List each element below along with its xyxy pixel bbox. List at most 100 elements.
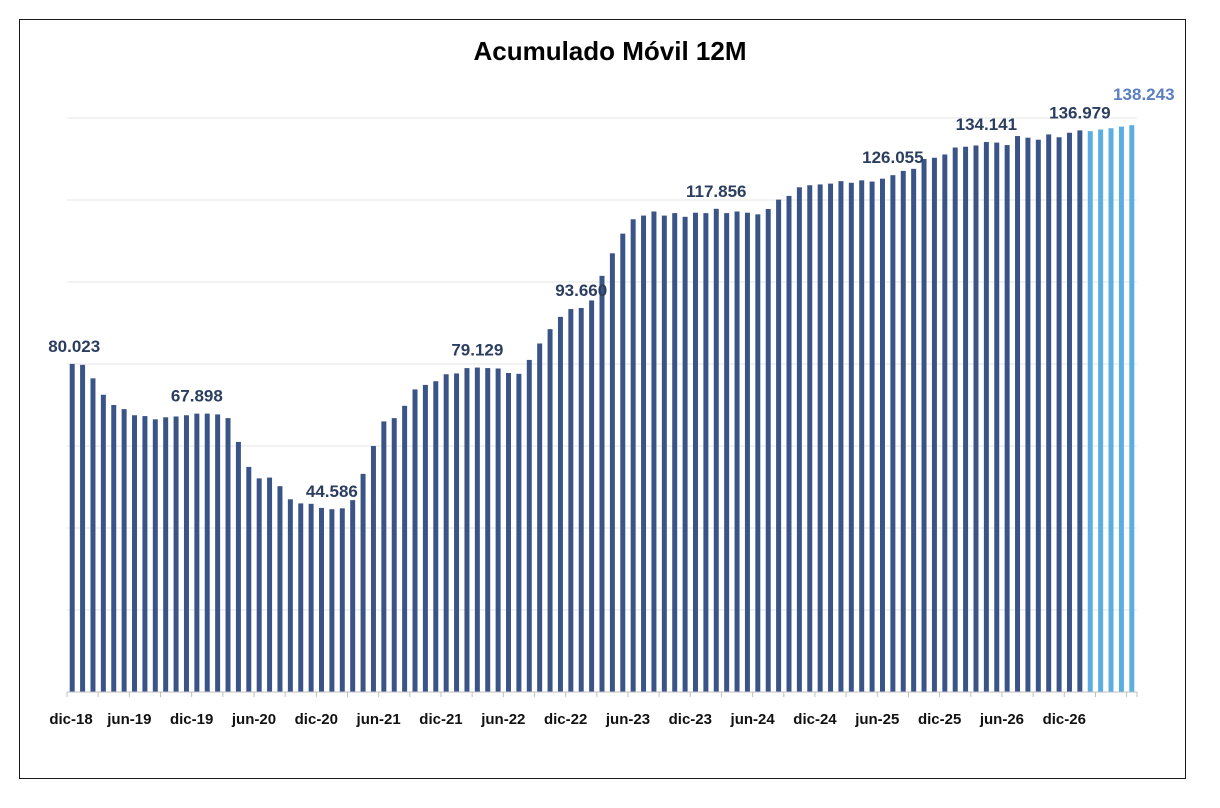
bar [911, 168, 917, 693]
bar [848, 182, 854, 692]
bar [339, 508, 345, 692]
bar [609, 253, 615, 693]
chart-title: Acumulado Móvil 12M [473, 36, 747, 66]
data-label: 138.243 [1113, 85, 1174, 104]
bar [537, 343, 543, 692]
bar [796, 187, 802, 693]
bar [1098, 129, 1104, 693]
bar [1025, 137, 1031, 692]
bar [921, 159, 927, 692]
data-label: 44.586 [306, 482, 358, 501]
bar [516, 373, 522, 692]
bar [1129, 125, 1135, 693]
bar [983, 142, 989, 692]
bar [734, 211, 740, 693]
data-label: 93.660 [555, 281, 607, 300]
bar [474, 367, 480, 692]
bar [817, 184, 823, 693]
bar [152, 419, 158, 692]
bar [329, 509, 335, 692]
x-tick-label: jun-20 [231, 711, 276, 728]
bar [173, 416, 179, 692]
bar [111, 405, 117, 692]
bar [1118, 126, 1124, 693]
bar [298, 503, 304, 692]
bar [568, 309, 574, 692]
bar [1046, 134, 1052, 692]
bar [402, 405, 408, 692]
bar [1004, 145, 1010, 692]
bar [412, 389, 418, 692]
x-tick-label: jun-26 [979, 711, 1024, 728]
bar [703, 213, 709, 692]
bar [1035, 139, 1041, 693]
bar [630, 219, 636, 692]
bar [350, 500, 356, 692]
bar [973, 145, 979, 693]
x-tick-label: dic-19 [170, 711, 213, 728]
bar [942, 154, 948, 693]
bar [1108, 128, 1114, 692]
bar [994, 142, 1000, 693]
data-label: 80.023 [48, 337, 100, 356]
bar [225, 418, 231, 692]
bar [578, 307, 584, 692]
bar [215, 414, 221, 692]
bar [267, 477, 273, 692]
x-tick-label: jun-23 [605, 711, 650, 728]
bar [931, 157, 937, 692]
bar [869, 181, 875, 693]
bar [454, 373, 460, 692]
bar [69, 363, 75, 692]
x-tick-label: dic-20 [295, 711, 338, 728]
bar [672, 213, 678, 692]
bar [589, 300, 595, 692]
bar [557, 316, 563, 692]
bar [547, 329, 553, 692]
bar [194, 413, 200, 692]
x-tick-label: dic-18 [49, 711, 92, 728]
bar [464, 368, 470, 692]
bar [319, 507, 325, 692]
bar [443, 374, 449, 692]
bar [360, 473, 366, 692]
bar [879, 178, 885, 692]
bar [90, 378, 96, 692]
bar [744, 212, 750, 692]
bar [765, 209, 771, 692]
bar [381, 421, 387, 692]
data-label: 117.856 [686, 182, 747, 201]
bar [506, 373, 511, 692]
bar [1056, 137, 1062, 692]
bar [859, 180, 865, 692]
bar [599, 275, 605, 692]
bar [1077, 130, 1083, 692]
bar [890, 175, 896, 692]
bar [121, 409, 127, 692]
bar [963, 146, 969, 692]
data-label: 126.055 [862, 148, 923, 167]
bar [693, 212, 698, 692]
x-tick-label: jun-24 [730, 711, 776, 728]
bar [526, 359, 532, 692]
x-tick-label: jun-22 [480, 711, 525, 728]
x-tick-label: dic-25 [918, 711, 961, 728]
bar [651, 211, 657, 693]
bar [755, 214, 761, 692]
bar [183, 415, 189, 692]
bar [204, 413, 210, 692]
bar [776, 199, 782, 692]
bar [838, 181, 844, 692]
bar [287, 499, 293, 692]
bar [900, 170, 906, 692]
bar [391, 418, 397, 692]
bar [952, 147, 958, 692]
bar [256, 478, 262, 692]
bar [1015, 136, 1021, 693]
bar [370, 446, 376, 692]
bar [807, 185, 813, 693]
bar [495, 368, 501, 692]
bar [682, 216, 688, 692]
data-label: 67.898 [171, 387, 223, 406]
